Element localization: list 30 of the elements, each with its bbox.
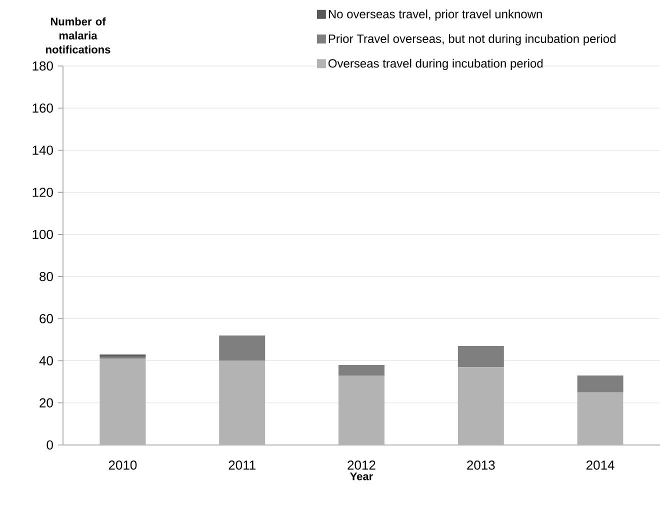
y-tick-label: 160 [32, 104, 53, 113]
y-axis-title: Number of malaria notifications [46, 17, 110, 54]
y-tick-label: 80 [40, 272, 53, 282]
y-tick-label: 140 [32, 146, 53, 155]
y-tick-label: 60 [40, 314, 53, 324]
bar [219, 360, 266, 445]
y-tick-label: 40 [39, 356, 53, 366]
bar [458, 367, 504, 445]
bar [338, 376, 384, 445]
x-tick-label: 2011 [228, 460, 256, 470]
bar [577, 376, 624, 392]
bar [458, 346, 504, 368]
y-tick-label: 100 [32, 230, 53, 240]
bar [338, 364, 384, 376]
y-tick-label: 120 [32, 188, 53, 197]
bar [219, 336, 266, 361]
legend-label: Prior Travel overseas, but not during incubation period [328, 34, 616, 46]
y-tick-label: 0 [46, 440, 53, 450]
bar [100, 358, 146, 445]
x-tick-label: 2012 [348, 460, 376, 470]
y-tick-label: 180 [32, 61, 53, 71]
bar [577, 392, 624, 445]
x-tick-label: 2014 [586, 460, 614, 470]
x-tick-label: 2013 [467, 460, 495, 470]
bar [100, 354, 146, 357]
x-axis-title: Year [350, 472, 373, 480]
legend-label: Overseas travel during incubation period [328, 58, 543, 70]
legend-label: No overseas travel, prior travel unknown [328, 10, 542, 21]
y-tick-label: 20 [40, 398, 53, 408]
x-tick-label: 2010 [108, 460, 137, 470]
